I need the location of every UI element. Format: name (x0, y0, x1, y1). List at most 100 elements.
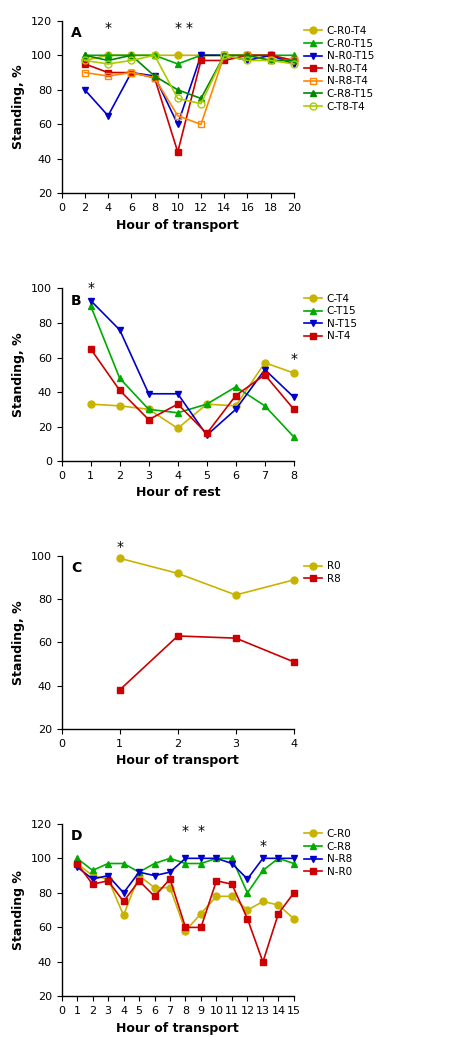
C-R0 (198, 907, 204, 920)
C-R0-T4 (221, 49, 227, 61)
C-T8-T4 (245, 54, 250, 66)
C-R0 (121, 909, 127, 922)
C-R0-T15 (221, 49, 227, 61)
C-R8 (214, 852, 219, 865)
Text: *: * (198, 823, 204, 838)
Y-axis label: Standing, %: Standing, % (12, 332, 25, 417)
C-T4 (146, 403, 152, 415)
C-R8 (260, 865, 266, 877)
N-T15 (233, 403, 238, 415)
N-R0-T4 (245, 49, 250, 61)
Line: N-R0-T15: N-R0-T15 (82, 52, 297, 128)
Text: *: * (116, 540, 123, 554)
Text: *: * (186, 21, 193, 34)
N-R0 (74, 857, 80, 870)
N-R8 (121, 886, 127, 899)
C-T15 (146, 403, 152, 415)
Y-axis label: Standing, %: Standing, % (12, 64, 25, 149)
C-R0-T4 (105, 49, 111, 61)
C-R0-T4 (128, 49, 134, 61)
R0 (117, 552, 122, 565)
Line: C-T4: C-T4 (87, 359, 297, 432)
C-T4 (88, 398, 93, 410)
N-R8-T4 (245, 49, 250, 61)
N-T15 (262, 363, 268, 376)
C-T8-T4 (152, 49, 157, 61)
C-R8 (167, 852, 173, 865)
Line: R0: R0 (116, 554, 297, 599)
C-R0 (275, 899, 281, 911)
N-T15 (204, 429, 210, 441)
X-axis label: Hour of transport: Hour of transport (117, 754, 239, 767)
C-R8 (90, 865, 95, 877)
R0 (291, 574, 297, 586)
C-R8-T15 (82, 49, 88, 61)
C-R0 (152, 881, 157, 894)
C-R8 (291, 857, 297, 870)
X-axis label: Hour of rest: Hour of rest (136, 487, 220, 499)
Line: N-R8-T4: N-R8-T4 (82, 52, 297, 128)
N-R0-T15 (128, 66, 134, 79)
C-T15 (175, 407, 181, 419)
N-R8-T4 (105, 70, 111, 82)
N-R8-T4 (175, 110, 181, 122)
N-R0-T15 (82, 84, 88, 97)
Text: *: * (105, 21, 111, 34)
N-R8 (152, 870, 157, 882)
C-T4 (175, 422, 181, 435)
N-R8-T4 (198, 118, 204, 131)
C-R8 (229, 852, 235, 865)
C-R0 (214, 891, 219, 903)
N-R8 (136, 866, 142, 878)
N-R0-T15 (245, 54, 250, 66)
X-axis label: Hour of transport: Hour of transport (117, 219, 239, 231)
N-R0-T4 (221, 54, 227, 66)
Line: R8: R8 (116, 632, 297, 693)
N-R8 (291, 852, 297, 865)
Text: *: * (259, 839, 266, 853)
N-T4 (233, 389, 238, 402)
C-R0-T15 (82, 49, 88, 61)
C-R0-T15 (245, 49, 250, 61)
Text: C: C (71, 562, 81, 575)
N-R0-T4 (175, 145, 181, 158)
C-T8-T4 (175, 92, 181, 105)
C-R0 (245, 904, 250, 917)
Line: C-T15: C-T15 (87, 302, 297, 440)
N-T15 (291, 391, 297, 404)
N-R8 (245, 873, 250, 885)
C-T15 (204, 398, 210, 410)
N-R8 (275, 852, 281, 865)
N-R0 (90, 878, 95, 891)
N-R8 (182, 852, 188, 865)
C-R8 (121, 857, 127, 870)
C-R0 (167, 881, 173, 894)
Line: C-R8: C-R8 (73, 855, 297, 897)
C-T15 (117, 372, 122, 384)
C-T15 (262, 400, 268, 412)
R8 (117, 684, 122, 696)
N-R0 (136, 875, 142, 887)
N-T15 (175, 387, 181, 400)
Line: C-R8-T15: C-R8-T15 (82, 52, 297, 102)
N-R0 (152, 891, 157, 903)
Line: C-R0: C-R0 (73, 861, 297, 934)
C-R0-T15 (198, 49, 204, 61)
C-T4 (117, 400, 122, 412)
C-R8-T15 (175, 84, 181, 97)
C-R0-T15 (268, 49, 273, 61)
C-R0-T4 (198, 49, 204, 61)
C-R0-T4 (291, 54, 297, 66)
C-R8 (182, 857, 188, 870)
N-R8 (105, 870, 111, 882)
C-T8-T4 (105, 58, 111, 71)
N-R0 (121, 895, 127, 907)
N-T4 (88, 343, 93, 355)
Line: N-R0: N-R0 (73, 861, 297, 965)
C-R8 (245, 886, 250, 899)
N-R8 (229, 857, 235, 870)
N-T15 (117, 324, 122, 336)
C-R8-T15 (245, 49, 250, 61)
N-R8-T4 (152, 72, 157, 84)
C-R8-T15 (105, 54, 111, 66)
